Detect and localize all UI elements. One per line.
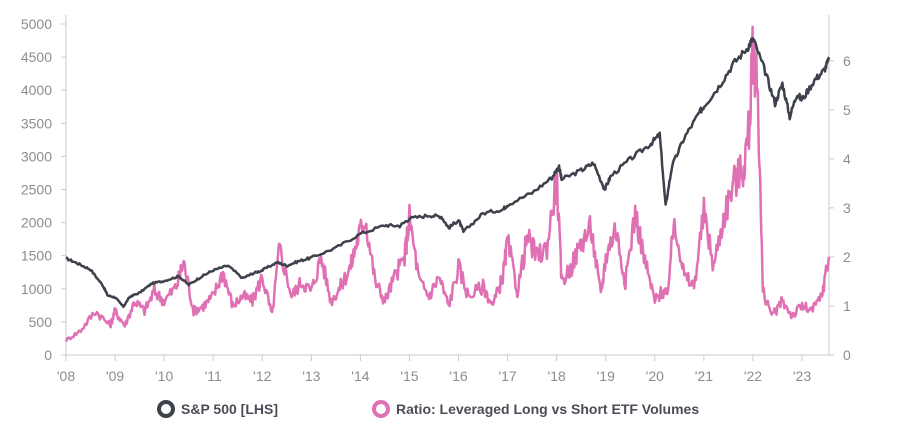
left-tick-label: 5000 [21, 16, 52, 32]
series-line-sp500 [65, 37, 831, 309]
legend: S&P 500 [LHS] Ratio: Leveraged Long vs S… [157, 400, 699, 418]
legend-label-ratio: Ratio: Leveraged Long vs Short ETF Volum… [396, 401, 699, 417]
right-tick-label: 6 [843, 53, 851, 69]
x-tick-label: '19 [597, 368, 615, 384]
left-tick-label: 3000 [21, 148, 52, 164]
x-tick-label: '23 [793, 368, 811, 384]
right-tick-label: 2 [843, 249, 851, 265]
left-tick-label: 0 [44, 347, 52, 363]
right-tick-label: 5 [843, 102, 851, 118]
left-axis-ticks: 0 500 1000 1500 2000 2500 3000 3500 4000 4500 5000 [21, 16, 66, 363]
series-layer [64, 25, 831, 343]
right-tick-label: 3 [843, 200, 851, 216]
x-tick-label: '18 [548, 368, 566, 384]
left-tick-label: 4000 [21, 82, 52, 98]
right-axis-ticks: 0 1 2 3 4 5 6 [829, 53, 851, 363]
x-tick-label: '12 [253, 368, 271, 384]
left-tick-label: 500 [29, 314, 53, 330]
x-tick-label: '09 [106, 368, 124, 384]
x-tick-label: '16 [449, 368, 467, 384]
x-tick-label: '15 [400, 368, 418, 384]
right-tick-label: 1 [843, 298, 851, 314]
left-tick-label: 3500 [21, 115, 52, 131]
legend-label-sp500: S&P 500 [LHS] [181, 401, 278, 417]
left-tick-label: 1500 [21, 248, 52, 264]
x-tick-label: '20 [646, 368, 664, 384]
x-tick-label: '11 [205, 368, 222, 384]
x-axis-ticks: '08 '09 '10 '11 '12 '13 '14 '15 '16 '17 '18 '19 '20 '… [57, 355, 811, 384]
right-tick-label: 4 [843, 151, 851, 167]
x-tick-label: '10 [155, 368, 173, 384]
legend-item-ratio: Ratio: Leveraged Long vs Short ETF Volum… [372, 400, 699, 418]
x-tick-label: '13 [302, 368, 320, 384]
left-tick-label: 4500 [21, 49, 52, 65]
x-tick-label: '22 [744, 368, 762, 384]
right-tick-label: 0 [843, 347, 851, 363]
x-tick-label: '21 [695, 368, 713, 384]
left-tick-label: 1000 [21, 281, 52, 297]
axis-lines [65, 15, 830, 356]
legend-item-sp500: S&P 500 [LHS] [157, 400, 278, 418]
series-line-ratio [64, 25, 831, 343]
x-tick-label: '17 [498, 368, 516, 384]
legend-marker-sp500 [157, 400, 175, 418]
x-tick-label: '14 [351, 368, 369, 384]
left-tick-label: 2000 [21, 215, 52, 231]
legend-marker-ratio [372, 400, 390, 418]
left-tick-label: 2500 [21, 182, 52, 198]
x-tick-label: '08 [57, 368, 75, 384]
